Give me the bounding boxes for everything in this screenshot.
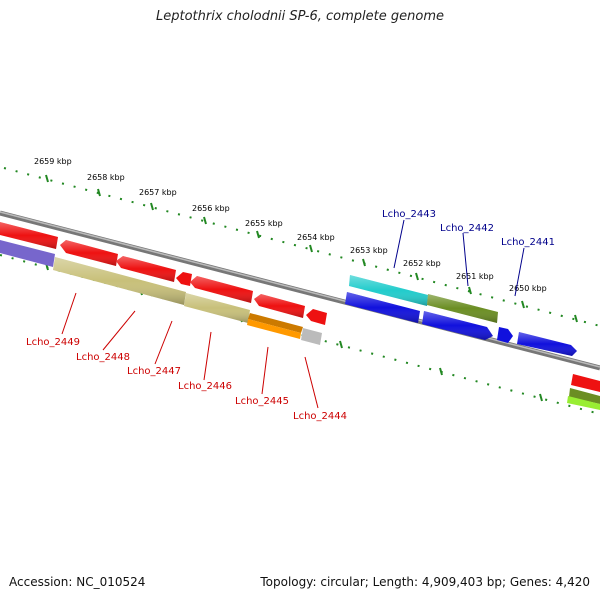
gene-label: Lcho_2443 [382, 209, 436, 220]
gene-label: Lcho_2444 [293, 411, 347, 422]
gene-lcho-2444 [301, 328, 322, 345]
gene-red-d [176, 272, 192, 286]
scale-label: 2655 kbp [245, 219, 283, 228]
gene-lcho-2449 [0, 240, 55, 267]
scale-label: 2654 kbp [297, 233, 335, 242]
gene-blue-3 [497, 327, 513, 343]
scale-label: 2651 kbp [456, 272, 494, 281]
accession-text: Accession: NC_010524 [9, 575, 146, 589]
scale-label: 2658 kbp [87, 173, 125, 182]
gene-label: Lcho_2447 [127, 366, 181, 377]
genome-stats-text: Topology: circular; Length: 4,909,403 bp… [260, 575, 590, 589]
gene-red-right [571, 374, 600, 392]
gene-red-g [306, 309, 327, 325]
scale-label: 2652 kbp [403, 259, 441, 268]
scale-ticks-lower [0, 254, 600, 415]
scale-major-ticks [45, 174, 578, 402]
label-leaders-bottom [61, 292, 319, 409]
gene-features-top [345, 275, 600, 410]
gene-label: Lcho_2441 [501, 237, 555, 248]
scale-labels: 2659 kbp 2658 kbp 2657 kbp 2656 kbp 2655… [34, 157, 547, 293]
scale-label: 2653 kbp [350, 246, 388, 255]
gene-labels-bottom: Lcho_2449 Lcho_2448 Lcho_2447 Lcho_2446 … [26, 337, 347, 422]
gene-lcho-2445 [247, 319, 301, 339]
gene-labels-top: Lcho_2443 Lcho_2442 Lcho_2441 [382, 209, 555, 248]
scale-label: 2656 kbp [192, 204, 230, 213]
gene-features-bottom [0, 222, 327, 345]
scale-label: 2650 kbp [509, 284, 547, 293]
gene-label: Lcho_2445 [235, 396, 289, 407]
scale-label: 2657 kbp [139, 188, 177, 197]
label-leaders-top [393, 219, 525, 297]
genome-backbone [0, 210, 600, 371]
gene-lime-right [567, 396, 600, 410]
gene-olive-right [569, 388, 600, 404]
gene-lcho-2446 [248, 313, 303, 333]
gene-label: Lcho_2448 [76, 352, 130, 363]
scale-label: 2659 kbp [34, 157, 72, 166]
gene-label: Lcho_2446 [178, 381, 232, 392]
gene-label: Lcho_2449 [26, 337, 80, 348]
map-title: Leptothrix cholodnii SP-6, complete geno… [156, 9, 444, 24]
gene-label: Lcho_2442 [440, 223, 494, 234]
